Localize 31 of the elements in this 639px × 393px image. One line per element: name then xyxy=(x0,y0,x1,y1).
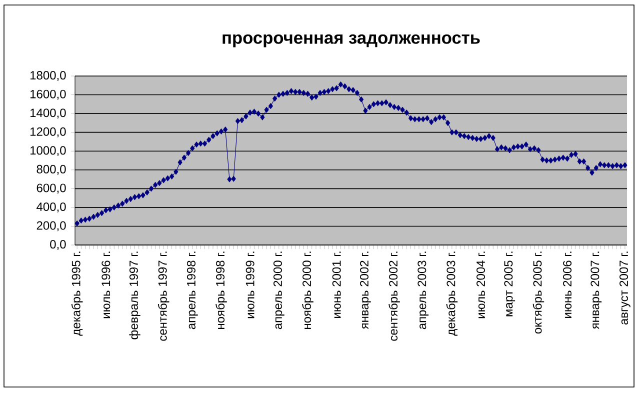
x-tick-label: январь 2007 г. xyxy=(590,252,602,330)
y-tick-label: 1000,0 xyxy=(30,146,66,156)
x-tick-label: апрель 1998 г. xyxy=(186,252,198,330)
x-tick-label: ноябрь 1998 г. xyxy=(216,252,227,329)
y-tick-label: 800,0 xyxy=(36,164,66,175)
x-tick-label: апрель 2000 г. xyxy=(273,252,284,330)
x-tick-label: сентябрь 1997 г. xyxy=(158,252,170,341)
y-tick-label: 1600,0 xyxy=(30,90,66,100)
x-tick-label: январь 2002 г. xyxy=(360,252,371,330)
x-tick-label: октябрь 2005 г. xyxy=(532,252,544,334)
chart-title: просроченная задолженность xyxy=(222,34,480,48)
y-tick-label: 200,0 xyxy=(36,221,66,232)
y-tick-label: 400,0 xyxy=(36,202,66,212)
x-tick-label: ноябрь 2000 г. xyxy=(302,252,314,329)
y-tick-label: 600,0 xyxy=(36,184,66,194)
x-tick-label: июль 1999 г. xyxy=(246,252,254,318)
y-tick-label: 0,0 xyxy=(50,240,66,250)
y-tick-label: 1400,0 xyxy=(30,108,66,119)
x-tick-label: июль 1996 г. xyxy=(102,252,110,318)
x-tick-label: декабрь 1995 г. xyxy=(71,252,83,336)
x-tick-label: декабрь 2003 г. xyxy=(446,252,458,336)
x-tick-label: июнь 2001 г. xyxy=(332,252,341,318)
y-tick-label: 1200,0 xyxy=(30,127,66,138)
x-tick-label: сентябрь 2002 г. xyxy=(388,252,400,341)
x-tick-label: апрель 2003 г. xyxy=(418,252,429,330)
x-tick-label: июль 2004 г. xyxy=(476,252,486,318)
y-tick-label: 1800,0 xyxy=(30,71,66,81)
x-tick-label: март 2005 г. xyxy=(504,252,516,316)
x-tick-label: июнь 2006 г. xyxy=(563,252,572,318)
x-tick-label: февраль 1997 г. xyxy=(129,252,140,340)
x-tick-label: август 2007 г. xyxy=(620,252,630,324)
